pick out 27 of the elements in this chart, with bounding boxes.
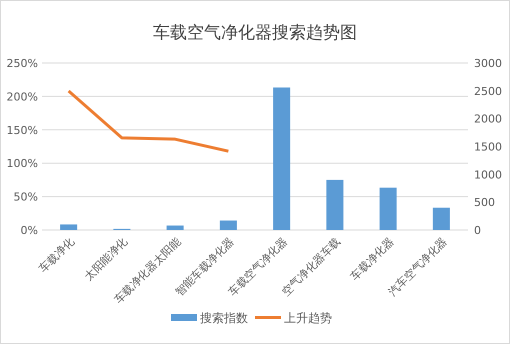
- y2-tick-label: 1500: [474, 140, 502, 154]
- line-series: [67, 90, 230, 153]
- legend-label: 搜索指数: [200, 311, 248, 325]
- y2-tick-label: 0: [474, 224, 481, 237]
- bar: [380, 188, 397, 230]
- y2-tick-label: 2000: [474, 112, 502, 126]
- y-tick-label: 0%: [20, 224, 38, 237]
- y2-tick-label: 1000: [474, 168, 502, 182]
- legend-label: 上升趋势: [284, 311, 332, 325]
- bar: [220, 220, 237, 230]
- y2-tick-label: 2500: [474, 84, 502, 98]
- y-tick-label: 200%: [6, 90, 38, 104]
- y-tick-label: 250%: [6, 57, 38, 70]
- bar: [432, 208, 450, 230]
- y2-tick-label: 3000: [474, 57, 502, 70]
- chart-title: 车载空气净化器搜索趋势图: [153, 23, 357, 43]
- y-tick-label: 100%: [6, 157, 38, 170]
- bar: [166, 226, 184, 230]
- x-tick-label: 太阳能净化: [82, 234, 130, 284]
- x-tick-label: 车载净化: [36, 234, 77, 276]
- bar: [273, 87, 290, 230]
- y-tick-label: 150%: [6, 124, 38, 137]
- x-tick-label: 车载净化器: [348, 234, 396, 284]
- bar: [326, 180, 344, 230]
- bar: [60, 224, 78, 230]
- y2-tick-label: 500: [474, 196, 495, 210]
- y-tick-label: 50%: [14, 190, 38, 204]
